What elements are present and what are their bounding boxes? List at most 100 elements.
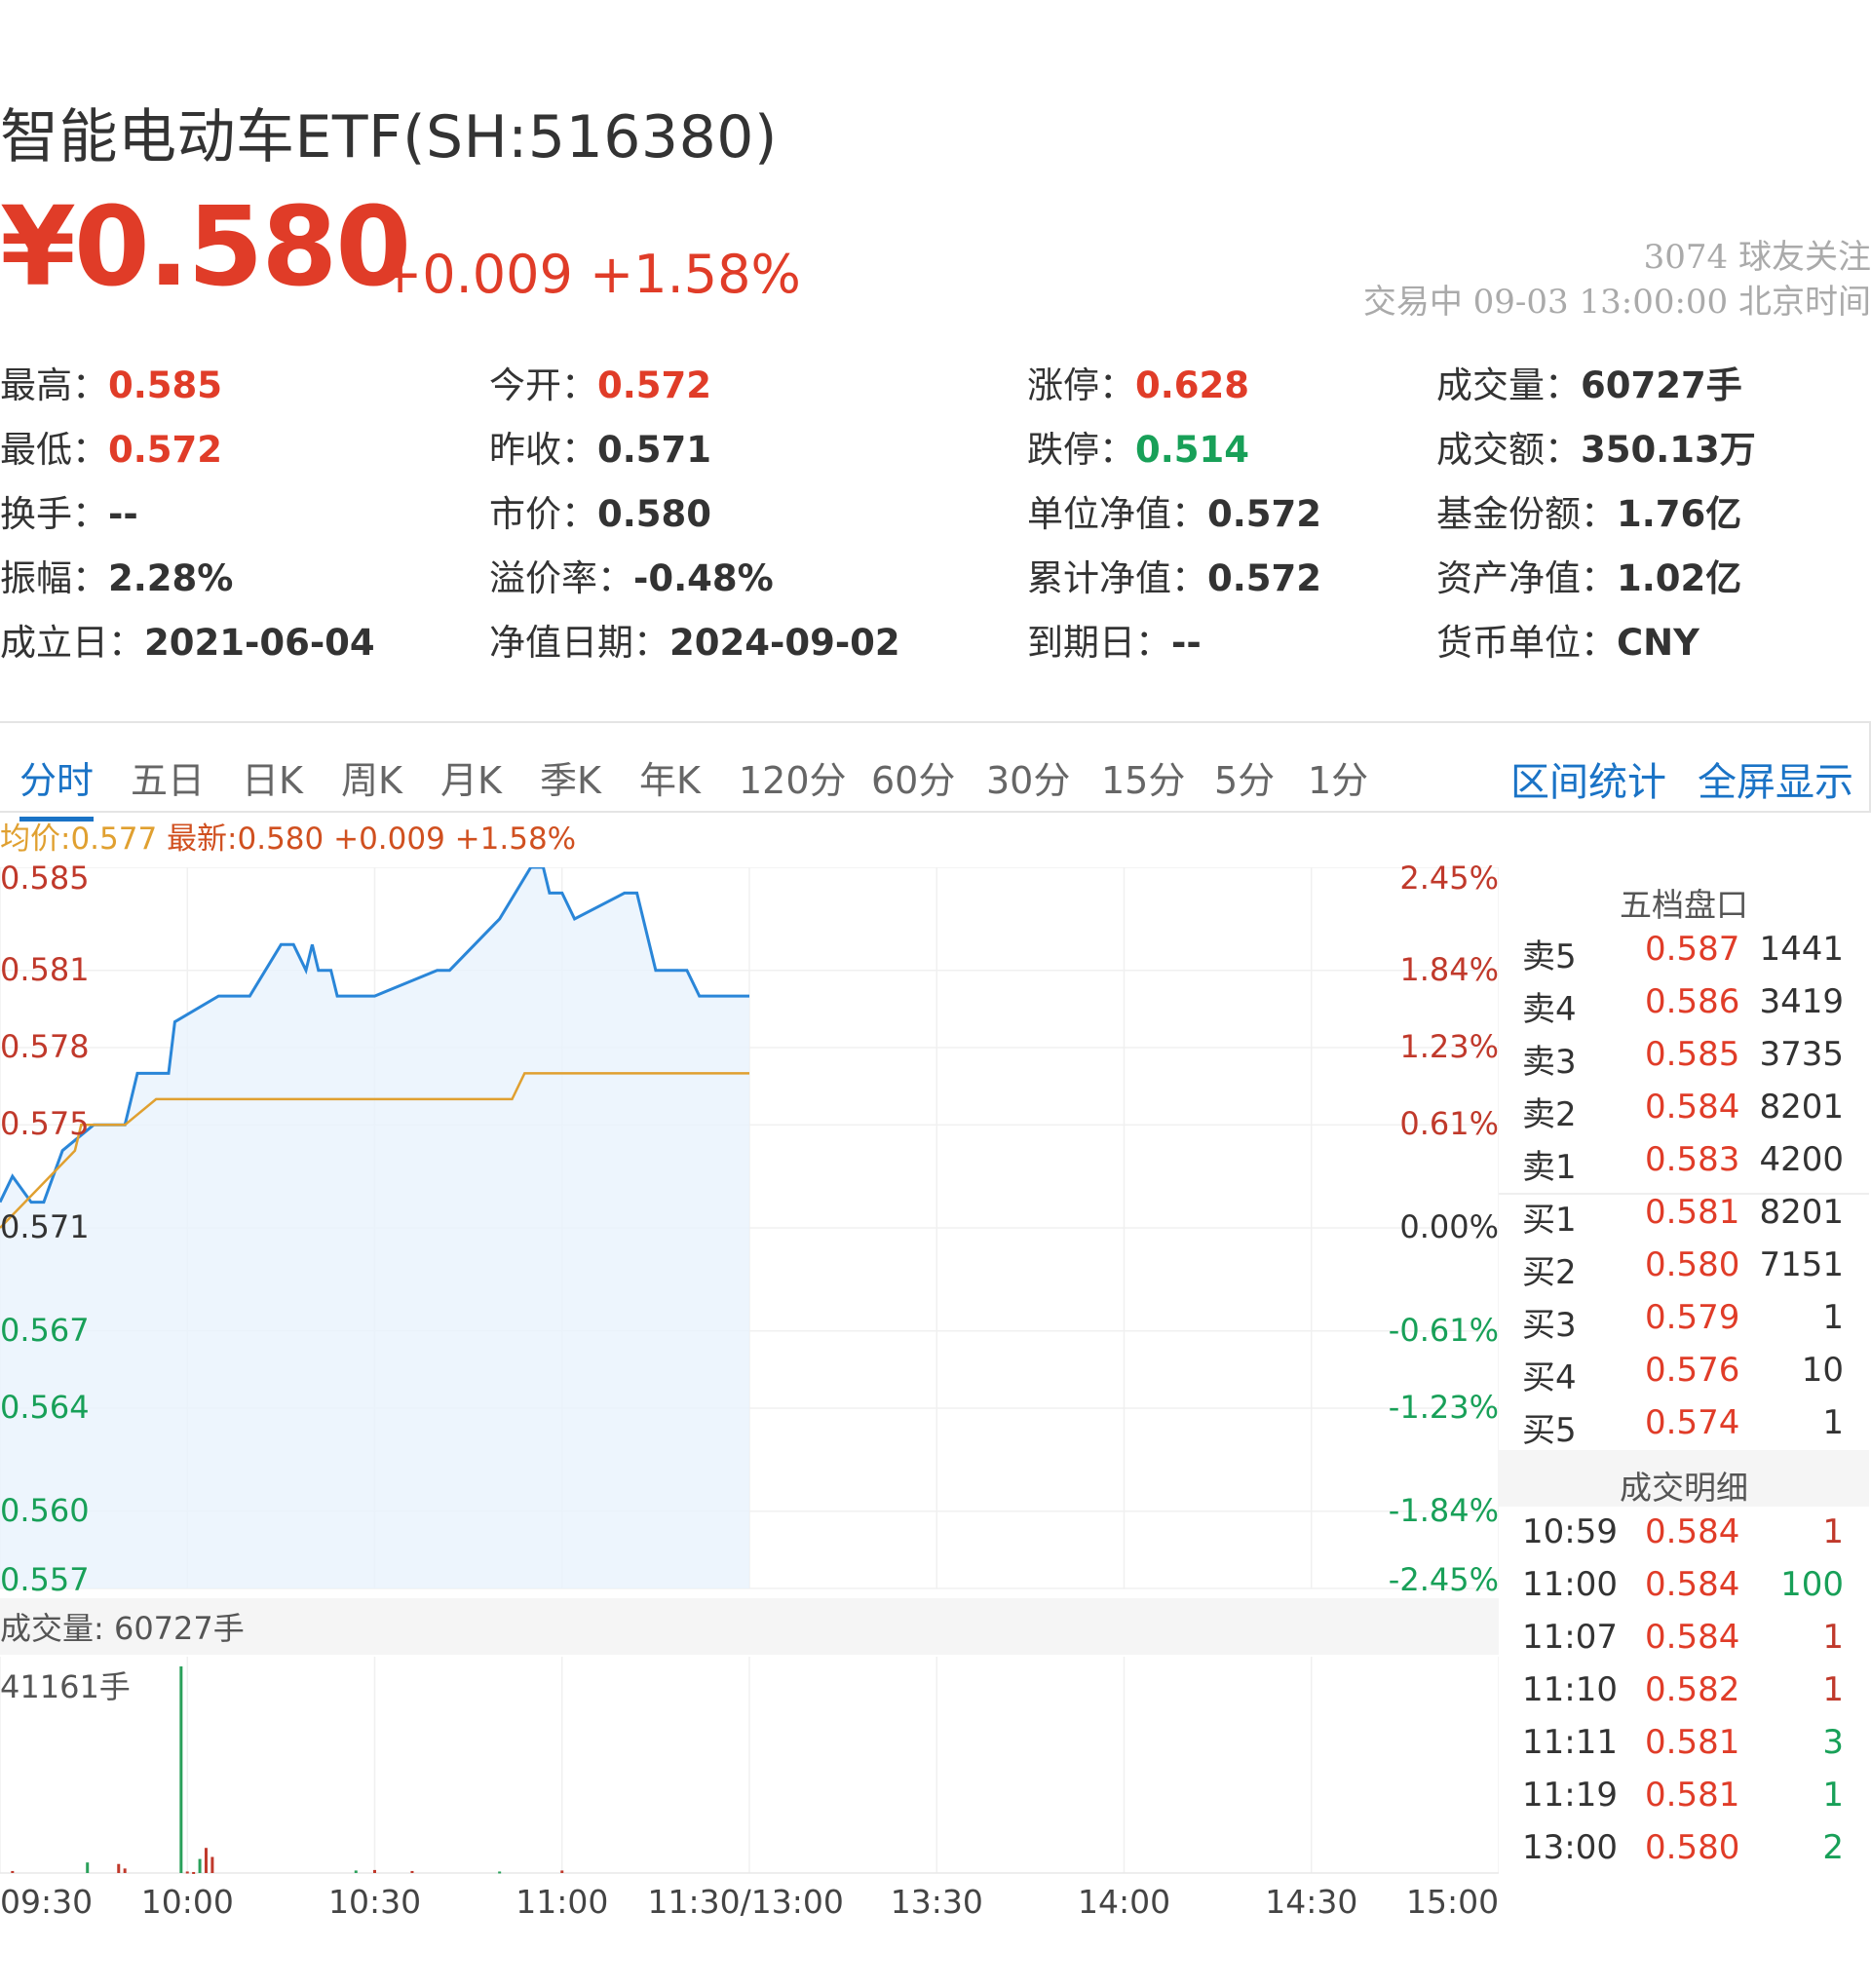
- y-tick-right: 1.84%: [1399, 950, 1499, 988]
- stat-label: 今开：: [489, 364, 597, 406]
- trading-status: 交易中 09-03 13:00:00 北京时间: [1362, 283, 1871, 322]
- x-tick: 09:30: [0, 1883, 94, 1921]
- level-name: 买5: [1522, 1411, 1577, 1450]
- stat-value: -0.48%: [633, 557, 774, 599]
- volume-bar: [410, 1870, 414, 1873]
- stat-item: 成立日：2021-06-04: [0, 613, 375, 666]
- tab-2[interactable]: 日K: [242, 759, 303, 802]
- y-tick-right: 0.61%: [1399, 1105, 1499, 1143]
- trade-qty: 1: [1822, 1618, 1844, 1657]
- volume-bar: [185, 1871, 189, 1874]
- level-price: 0.580: [1645, 1245, 1740, 1284]
- trade-price: 0.581: [1645, 1723, 1740, 1762]
- level-price: 0.587: [1645, 930, 1740, 969]
- trade-time: 11:07: [1522, 1618, 1618, 1657]
- stat-item: 到期日：--: [1027, 613, 1202, 666]
- y-tick-right: 2.45%: [1399, 860, 1499, 897]
- avg-price-label: 均价:0.577: [0, 822, 158, 857]
- x-tick: 10:00: [140, 1883, 234, 1921]
- stat-value: 60727手: [1581, 364, 1742, 406]
- level-price: 0.584: [1645, 1088, 1740, 1127]
- stat-value: --: [1171, 622, 1202, 664]
- followers-count[interactable]: 3074 球友关注: [1643, 238, 1871, 277]
- trade-price: 0.584: [1645, 1565, 1740, 1604]
- x-tick: 14:00: [1078, 1883, 1171, 1921]
- stat-value: 0.571: [597, 429, 712, 471]
- stat-label: 资产净值：: [1436, 557, 1617, 599]
- trade-qty: 3: [1822, 1723, 1844, 1762]
- trade-time: 11:19: [1522, 1776, 1618, 1815]
- level-name: 买3: [1522, 1306, 1577, 1345]
- tab-3[interactable]: 周K: [341, 759, 402, 802]
- volume-bar: [192, 1871, 196, 1874]
- x-tick: 15:00: [1406, 1883, 1500, 1921]
- stat-value: 0.514: [1135, 429, 1250, 471]
- level-name: 卖1: [1522, 1148, 1577, 1187]
- stat-label: 振幅：: [0, 557, 108, 599]
- volume-bar: [204, 1848, 208, 1873]
- trade-price: 0.582: [1645, 1670, 1740, 1709]
- trade-price: 0.584: [1645, 1512, 1740, 1551]
- y-tick-right: -2.45%: [1388, 1561, 1499, 1598]
- tab-1[interactable]: 五日: [131, 759, 206, 802]
- stat-label: 货币单位：: [1436, 622, 1617, 664]
- level-name: 卖5: [1522, 937, 1577, 976]
- level-qty: 1: [1822, 1403, 1844, 1442]
- tab-11[interactable]: 5分: [1214, 759, 1276, 802]
- level-name: 买1: [1522, 1201, 1577, 1240]
- stat-item: 换手：--: [0, 484, 138, 537]
- stat-label: 涨停：: [1027, 364, 1135, 406]
- stat-item: 累计净值：0.572: [1027, 549, 1321, 601]
- tab-0[interactable]: 分时: [19, 750, 95, 822]
- fullscreen-link[interactable]: 全屏显示: [1698, 760, 1853, 805]
- ask-row: 卖3 0.585 3735: [1499, 1035, 1869, 1088]
- level-qty: 8201: [1759, 1088, 1844, 1127]
- x-tick: 11:00: [515, 1883, 609, 1921]
- tab-12[interactable]: 1分: [1308, 759, 1369, 802]
- level-name: 买4: [1522, 1358, 1577, 1397]
- tab-10[interactable]: 15分: [1101, 759, 1186, 802]
- volume-bar: [210, 1856, 214, 1873]
- avg-series-line: [0, 1072, 749, 1229]
- stat-label: 成立日：: [0, 622, 144, 664]
- level-price: 0.581: [1645, 1193, 1740, 1232]
- trade-price: 0.584: [1645, 1618, 1740, 1657]
- tab-4[interactable]: 月K: [440, 759, 502, 802]
- x-tick: 11:30/13:00: [647, 1883, 844, 1921]
- stat-label: 到期日：: [1027, 622, 1171, 664]
- chart-legend: 均价:0.577 最新:0.580 +0.009 +1.58%: [0, 814, 576, 858]
- stat-value: --: [108, 493, 138, 535]
- y-tick-right: -1.23%: [1388, 1389, 1499, 1426]
- intraday-chart[interactable]: [0, 867, 1499, 1881]
- tab-7[interactable]: 120分: [739, 759, 847, 802]
- trade-price: 0.581: [1645, 1776, 1740, 1815]
- current-price: ¥0.580: [0, 184, 411, 311]
- tab-9[interactable]: 30分: [986, 759, 1071, 802]
- volume-bar: [373, 1869, 376, 1873]
- y-tick-left: 0.575: [0, 1105, 90, 1143]
- y-tick-left: 0.578: [0, 1028, 90, 1065]
- trade-time: 11:11: [1522, 1723, 1618, 1762]
- level-name: 买2: [1522, 1253, 1577, 1292]
- book-divider: [1499, 1193, 1869, 1195]
- trade-qty: 1: [1822, 1670, 1844, 1709]
- tab-5[interactable]: 季K: [540, 759, 601, 802]
- bid-row: 买2 0.580 7151: [1499, 1245, 1869, 1298]
- stat-label: 市价：: [489, 493, 597, 535]
- trade-qty: 1: [1822, 1512, 1844, 1551]
- stat-item: 涨停：0.628: [1027, 356, 1249, 408]
- y-tick-left: 0.567: [0, 1311, 90, 1349]
- stat-item: 资产净值：1.02亿: [1436, 549, 1741, 601]
- tab-8[interactable]: 60分: [871, 759, 956, 802]
- tab-6[interactable]: 年K: [639, 759, 701, 802]
- trade-row: 11:07 0.584 1: [1499, 1618, 1869, 1670]
- level-price: 0.583: [1645, 1140, 1740, 1179]
- trade-qty: 100: [1780, 1565, 1844, 1604]
- stat-item: 振幅：2.28%: [0, 549, 233, 601]
- interval-stats-link[interactable]: 区间统计: [1510, 760, 1666, 805]
- ask-row: 卖2 0.584 8201: [1499, 1088, 1869, 1140]
- y-tick-left: 0.581: [0, 950, 90, 988]
- trade-row: 13:00 0.580 2: [1499, 1828, 1869, 1881]
- volume-max-label: 41161手: [0, 1668, 131, 1705]
- x-tick: 14:30: [1265, 1883, 1358, 1921]
